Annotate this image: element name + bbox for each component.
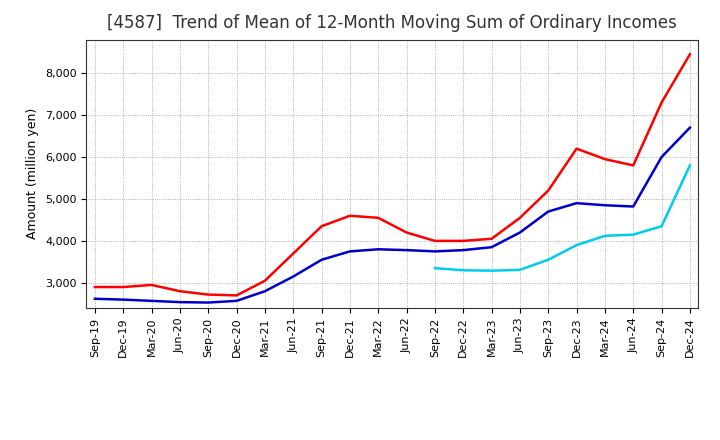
- 7 Years: [544, 257, 552, 262]
- 3 Years: [516, 215, 524, 220]
- 3 Years: [289, 251, 297, 256]
- 5 Years: [629, 204, 637, 209]
- 5 Years: [402, 247, 411, 253]
- 5 Years: [261, 289, 269, 294]
- 7 Years: [459, 268, 467, 273]
- 7 Years: [572, 242, 581, 248]
- 3 Years: [374, 215, 382, 220]
- 3 Years: [629, 163, 637, 168]
- 7 Years: [487, 268, 496, 273]
- 3 Years: [233, 293, 241, 298]
- 7 Years: [685, 163, 694, 168]
- 3 Years: [600, 157, 609, 162]
- 3 Years: [119, 284, 127, 290]
- 7 Years: [629, 232, 637, 237]
- Line: 3 Years: 3 Years: [95, 54, 690, 295]
- 3 Years: [318, 224, 326, 229]
- 5 Years: [233, 298, 241, 304]
- 5 Years: [289, 274, 297, 279]
- 5 Years: [657, 154, 666, 160]
- 3 Years: [148, 282, 156, 288]
- 3 Years: [204, 292, 212, 297]
- 5 Years: [459, 247, 467, 253]
- 7 Years: [657, 224, 666, 229]
- 5 Years: [572, 201, 581, 206]
- 3 Years: [346, 213, 354, 218]
- 3 Years: [402, 230, 411, 235]
- Title: [4587]  Trend of Mean of 12-Month Moving Sum of Ordinary Incomes: [4587] Trend of Mean of 12-Month Moving …: [107, 15, 678, 33]
- 5 Years: [91, 296, 99, 301]
- 7 Years: [431, 265, 439, 271]
- 5 Years: [544, 209, 552, 214]
- 3 Years: [685, 51, 694, 57]
- 3 Years: [487, 236, 496, 242]
- 3 Years: [459, 238, 467, 244]
- 5 Years: [346, 249, 354, 254]
- 3 Years: [431, 238, 439, 244]
- 5 Years: [204, 300, 212, 305]
- 3 Years: [176, 289, 184, 294]
- 7 Years: [516, 267, 524, 272]
- 5 Years: [318, 257, 326, 262]
- 5 Years: [600, 202, 609, 208]
- 3 Years: [657, 100, 666, 105]
- 5 Years: [487, 245, 496, 250]
- 3 Years: [544, 188, 552, 193]
- 5 Years: [148, 298, 156, 304]
- Line: 5 Years: 5 Years: [95, 128, 690, 303]
- 5 Years: [374, 247, 382, 252]
- 5 Years: [119, 297, 127, 302]
- 5 Years: [176, 300, 184, 305]
- 7 Years: [600, 233, 609, 238]
- 5 Years: [685, 125, 694, 130]
- 3 Years: [572, 146, 581, 151]
- Y-axis label: Amount (million yen): Amount (million yen): [27, 108, 40, 239]
- 3 Years: [261, 278, 269, 283]
- 5 Years: [516, 230, 524, 235]
- 5 Years: [431, 249, 439, 254]
- 3 Years: [91, 284, 99, 290]
- Line: 7 Years: 7 Years: [435, 165, 690, 271]
